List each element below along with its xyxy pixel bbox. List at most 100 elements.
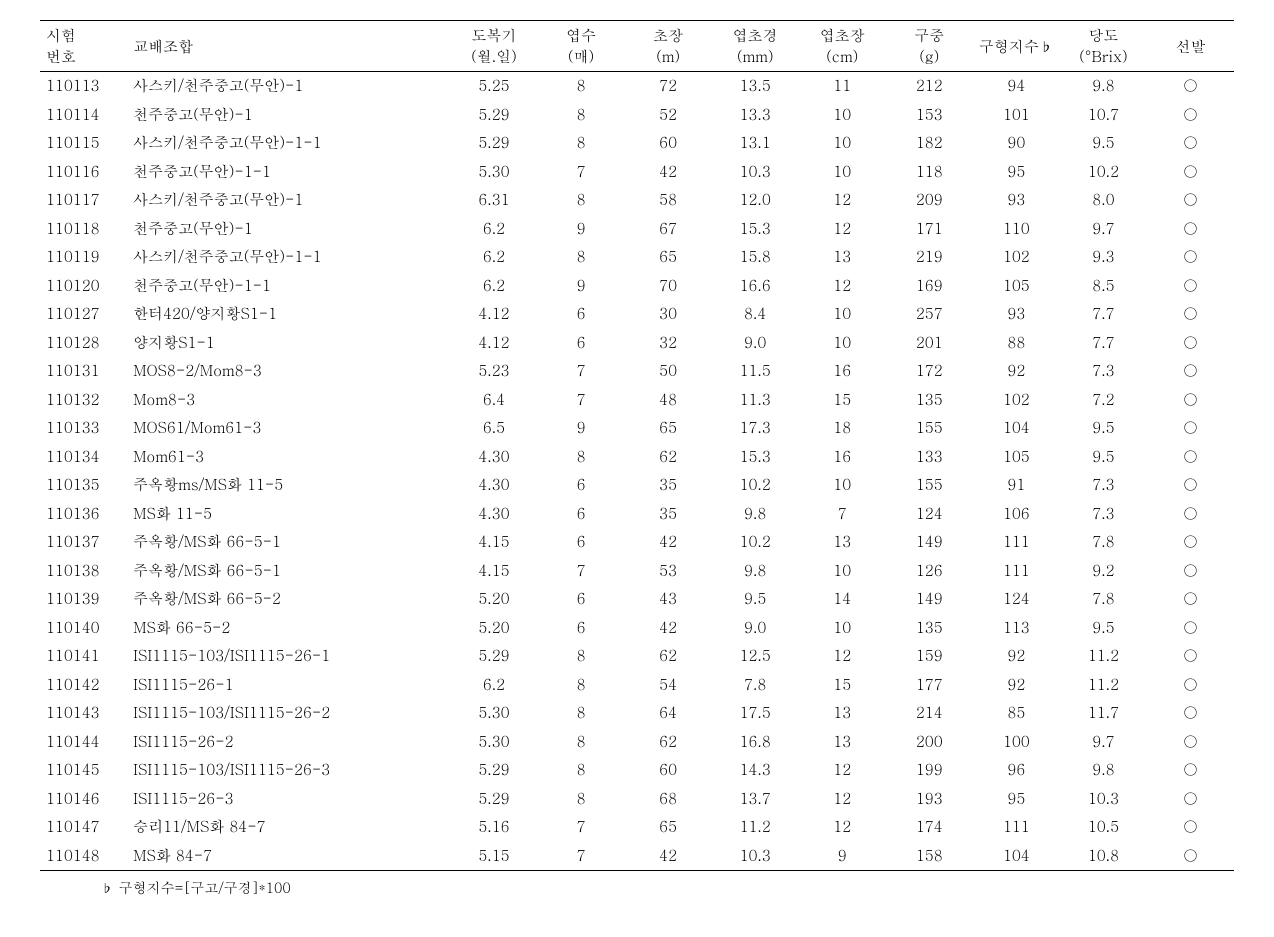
cell: 105 (973, 272, 1060, 301)
table-row: 110117사스키/천주중고(무안)-16.3185812.012209938.… (40, 186, 1234, 215)
cell: 천주중고(무안)-1-1 (127, 272, 450, 301)
cell: 155 (886, 414, 973, 443)
cell: 5.29 (450, 756, 537, 785)
cell: ○ (1147, 785, 1234, 814)
header-line1: 시험 (46, 25, 76, 46)
cell: 5.30 (450, 699, 537, 728)
cell: 104 (973, 414, 1060, 443)
cell: 8 (538, 129, 625, 158)
cell: 사스키/천주중고(무안)-1-1 (127, 243, 450, 272)
cell: 70 (625, 272, 712, 301)
cell: 42 (625, 158, 712, 187)
cell: ISI1115-103/ISI1115-26-3 (127, 756, 450, 785)
column-header-1: 교배조합 (127, 21, 450, 72)
cell: 10.3 (712, 158, 799, 187)
cell: 양지황S1-1 (127, 329, 450, 358)
cell: ISI1115-26-2 (127, 728, 450, 757)
table-row: 110140MS화 66-5-25.206429.0101351139.5○ (40, 614, 1234, 643)
cell: 13 (799, 728, 886, 757)
cell: 10.2 (712, 471, 799, 500)
table-body: 110113사스키/천주중고(무안)-15.2587213.511212949.… (40, 72, 1234, 871)
cell: 88 (973, 329, 1060, 358)
cell: 한터420/양지황S1-1 (127, 300, 450, 329)
cell: ○ (1147, 243, 1234, 272)
cell: ○ (1147, 272, 1234, 301)
cell: 96 (973, 756, 1060, 785)
cell: 8.4 (712, 300, 799, 329)
cell: 124 (973, 585, 1060, 614)
table-row: 110116천주중고(무안)-1-15.3074210.3101189510.2… (40, 158, 1234, 187)
cell: 64 (625, 699, 712, 728)
cell: 9 (799, 842, 886, 871)
column-header-7: 구중(g) (886, 21, 973, 72)
cell: 106 (973, 500, 1060, 529)
cell: 110148 (40, 842, 127, 871)
cell: ○ (1147, 642, 1234, 671)
cell: 257 (886, 300, 973, 329)
table-row: 110113사스키/천주중고(무안)-15.2587213.511212949.… (40, 72, 1234, 101)
cell: 11.3 (712, 386, 799, 415)
cell: 6 (538, 585, 625, 614)
cell: 93 (973, 300, 1060, 329)
cell: 16 (799, 443, 886, 472)
cell: 11.2 (1060, 671, 1147, 700)
cell: 110147 (40, 813, 127, 842)
cell: 8.0 (1060, 186, 1147, 215)
table-row: 110145ISI1115-103/ISI1115-26-35.2986014.… (40, 756, 1234, 785)
cell: 199 (886, 756, 973, 785)
cell: 9.8 (712, 557, 799, 586)
cell: 7 (538, 357, 625, 386)
cell: 172 (886, 357, 973, 386)
cell: ○ (1147, 386, 1234, 415)
cell: 101 (973, 101, 1060, 130)
cell: 68 (625, 785, 712, 814)
cell: 5.23 (450, 357, 537, 386)
cell: 12 (799, 813, 886, 842)
cell: MS화 11-5 (127, 500, 450, 529)
cell: 6 (538, 614, 625, 643)
table-row: 110128양지황S1-14.126329.010201887.7○ (40, 329, 1234, 358)
cell: ○ (1147, 842, 1234, 871)
cell: 7 (538, 386, 625, 415)
cell: 62 (625, 728, 712, 757)
cell: 7 (538, 842, 625, 871)
cell: ○ (1147, 471, 1234, 500)
cell: 62 (625, 443, 712, 472)
cell: 5.20 (450, 614, 537, 643)
cell: 158 (886, 842, 973, 871)
cell: 110117 (40, 186, 127, 215)
table-row: 110134Mom61-34.3086215.3161331059.5○ (40, 443, 1234, 472)
cell: 15 (799, 671, 886, 700)
cell: 169 (886, 272, 973, 301)
header-line1: 엽초경 (733, 25, 778, 46)
cell: 16 (799, 357, 886, 386)
cell: 10.8 (1060, 842, 1147, 871)
column-header-9: 당도(°Brix) (1060, 21, 1147, 72)
cell: 91 (973, 471, 1060, 500)
header-line2: (cm) (826, 46, 858, 67)
cell: 42 (625, 528, 712, 557)
cell: 6.4 (450, 386, 537, 415)
cell: 9.5 (1060, 414, 1147, 443)
header-line1: 구중 (914, 25, 944, 46)
cell: 111 (973, 557, 1060, 586)
cell: 9.5 (1060, 129, 1147, 158)
cell: 100 (973, 728, 1060, 757)
cell: ○ (1147, 500, 1234, 529)
table-header: 시험번호교배조합도복기(월.일)엽수(매)초장(m)엽초경(mm)엽초장(cm)… (40, 21, 1234, 72)
cell: 12.0 (712, 186, 799, 215)
cell: 201 (886, 329, 973, 358)
table-row: 110147승리11/MS화 84-75.1676511.21217411110… (40, 813, 1234, 842)
cell: 182 (886, 129, 973, 158)
header-line2: (g) (919, 46, 939, 67)
cell: 219 (886, 243, 973, 272)
table-row: 110114천주중고(무안)-15.2985213.31015310110.7○ (40, 101, 1234, 130)
cell: 9 (538, 414, 625, 443)
cell: ○ (1147, 357, 1234, 386)
cell: 9.5 (1060, 614, 1147, 643)
cell: 천주중고(무안)-1 (127, 101, 450, 130)
cell: 18 (799, 414, 886, 443)
cell: 11.2 (1060, 642, 1147, 671)
cell: 6 (538, 500, 625, 529)
table-row: 110115사스키/천주중고(무안)-1-15.2986013.11018290… (40, 129, 1234, 158)
